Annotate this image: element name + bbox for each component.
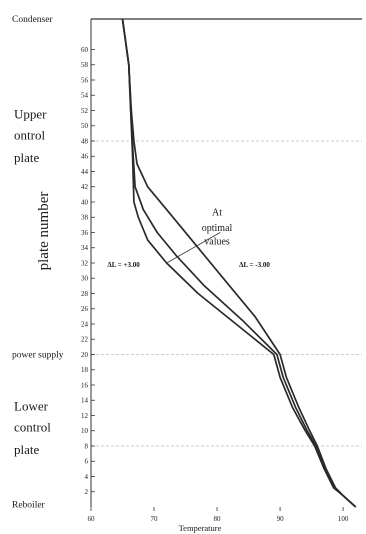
y-tick-label: 38 <box>81 214 89 222</box>
y-tick-label: 24 <box>81 320 89 328</box>
side-label: control <box>14 420 51 435</box>
y-tick-label: 14 <box>81 397 89 405</box>
annotation-text: optimal <box>202 223 233 234</box>
y-tick-label: 58 <box>81 61 89 69</box>
y-tick-label: 16 <box>81 381 89 389</box>
y-tick-label: 8 <box>85 442 89 450</box>
y-tick-label: 20 <box>81 351 89 359</box>
y-axis: 2468101214161820222426283032343638404244… <box>81 19 95 507</box>
series-lines <box>121 18 357 508</box>
y-tick-label: 6 <box>85 458 89 466</box>
x-tick-label: 60 <box>88 515 96 523</box>
side-label: power supply <box>12 351 64 361</box>
x-tick-label: 70 <box>151 515 159 523</box>
side-label: ontrol <box>14 128 45 143</box>
y-tick-label: 12 <box>81 412 89 420</box>
series-line-3 <box>121 18 357 508</box>
side-label: Condenser <box>12 15 53 25</box>
y-tick-label: 50 <box>81 122 89 130</box>
series-label-3: ΔL = -3.00 <box>239 261 270 269</box>
y-tick-label: 10 <box>81 427 89 435</box>
y-tick-label: 30 <box>81 275 89 283</box>
y-tick-label: 32 <box>81 259 89 267</box>
x-tick-label: 90 <box>277 515 285 523</box>
side-label: Lower <box>14 398 49 413</box>
y-tick-label: 34 <box>81 244 89 252</box>
annotation-pointer-line <box>166 232 221 264</box>
y-tick-label: 22 <box>81 336 89 344</box>
y-tick-label: 56 <box>81 76 89 84</box>
y-tick-label: 4 <box>85 473 89 481</box>
y-tick-label: 18 <box>81 366 89 374</box>
side-label: Reboiler <box>12 501 46 511</box>
y-tick-label: 2 <box>85 488 89 496</box>
y-tick-label: 42 <box>81 183 89 191</box>
y-axis-title: plate number <box>36 192 52 271</box>
x-tick-label: 80 <box>214 515 222 523</box>
y-tick-label: 60 <box>81 46 89 54</box>
series-label-1: ΔL = +3.00 <box>107 261 140 269</box>
y-tick-label: 26 <box>81 305 89 313</box>
y-tick-label: 28 <box>81 290 89 298</box>
y-tick-label: 44 <box>81 168 89 176</box>
y-tick-label: 52 <box>81 107 89 115</box>
annotation-text: values <box>204 237 230 248</box>
side-label: plate <box>14 442 39 457</box>
y-tick-label: 40 <box>81 198 89 206</box>
annotation-text: At <box>212 208 222 219</box>
x-axis: 60 70 80 90 100 <box>88 507 349 523</box>
x-tick-label: 100 <box>338 515 349 523</box>
text-labels: ΔL = +3.00 ΔL = -3.00 At optimal values Conde… <box>12 15 270 511</box>
x-axis-title: Temperature <box>179 523 222 533</box>
y-tick-label: 46 <box>81 153 89 161</box>
y-tick-label: 48 <box>81 137 89 145</box>
side-label: Upper <box>14 106 47 121</box>
y-tick-label: 54 <box>81 92 89 100</box>
side-label: plate <box>14 150 39 165</box>
y-tick-label: 36 <box>81 229 89 237</box>
